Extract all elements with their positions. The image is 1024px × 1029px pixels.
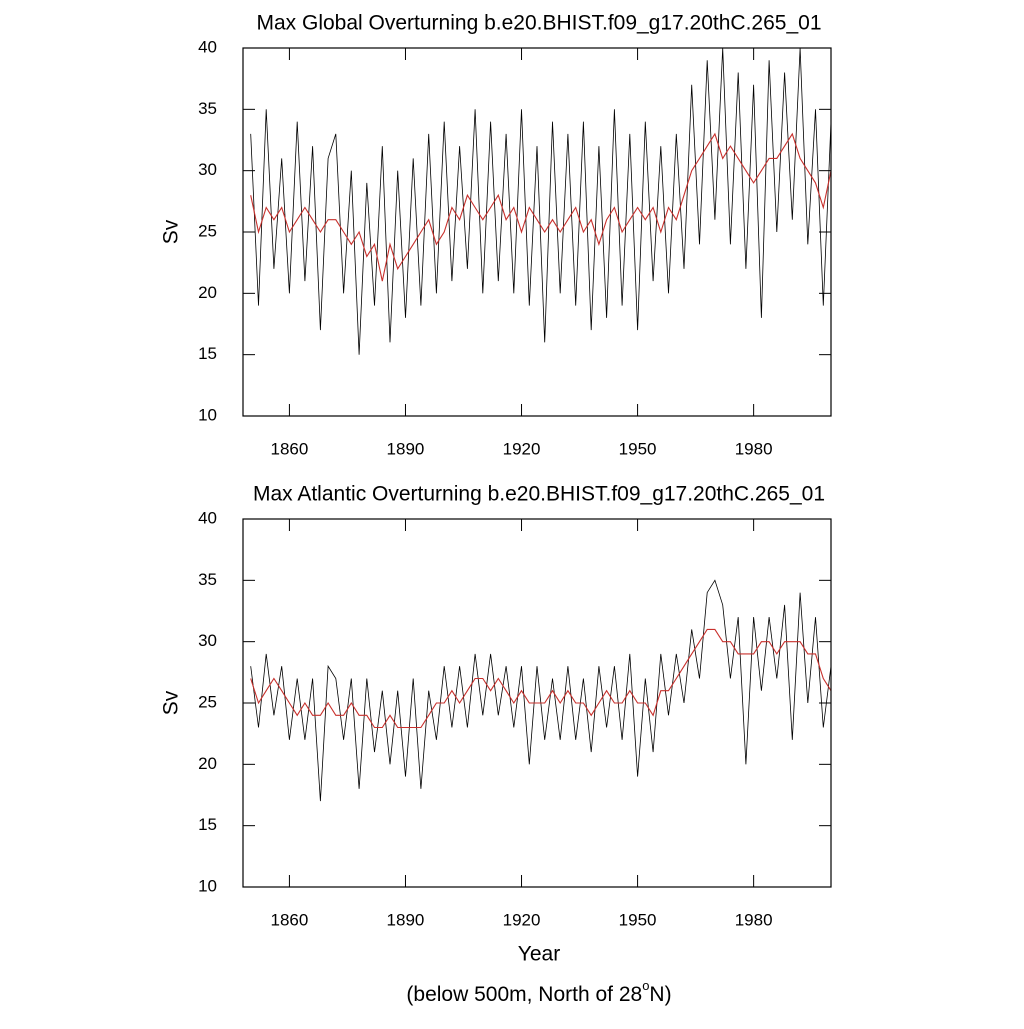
y-tick-label: 20 xyxy=(198,754,217,773)
y-tick-label: 10 xyxy=(198,405,217,424)
chart-title: Max Global Overturning b.e20.BHIST.f09_g… xyxy=(256,12,821,35)
data-line xyxy=(250,132,832,282)
y-tick-label: 25 xyxy=(198,692,217,711)
footnote-text: (below 500m, North of 28 xyxy=(406,983,642,1006)
data-line xyxy=(250,47,832,355)
y-axis-label: Sv xyxy=(160,219,183,244)
footnote-suffix: N) xyxy=(649,983,671,1006)
x-tick-label: 1860 xyxy=(271,439,309,458)
y-axis-label: Sv xyxy=(160,690,183,715)
y-tick-label: 30 xyxy=(198,631,217,650)
footnote: (below 500m, North of 28oN) xyxy=(406,978,671,1005)
y-tick-label: 20 xyxy=(198,283,217,302)
x-tick-label: 1980 xyxy=(735,439,773,458)
x-tick-label: 1950 xyxy=(619,439,657,458)
y-tick-label: 40 xyxy=(198,508,217,527)
y-tick-label: 30 xyxy=(198,160,217,179)
x-tick-label: 1890 xyxy=(387,910,425,929)
x-tick-label: 1920 xyxy=(503,910,541,929)
y-tick-label: 35 xyxy=(198,570,217,589)
x-tick-label: 1980 xyxy=(735,910,773,929)
x-tick-label: 1950 xyxy=(619,910,657,929)
x-tick-label: 1890 xyxy=(387,439,425,458)
y-tick-label: 15 xyxy=(198,815,217,834)
data-line xyxy=(250,628,832,729)
x-tick-label: 1860 xyxy=(271,910,309,929)
y-tick-label: 35 xyxy=(198,99,217,118)
plot-frame xyxy=(242,518,832,888)
footnote-superscript: o xyxy=(642,978,649,993)
chart-title: Max Atlantic Overturning b.e20.BHIST.f09… xyxy=(253,483,825,506)
x-axis-label: Year xyxy=(518,943,560,966)
data-line xyxy=(250,579,832,802)
y-tick-label: 25 xyxy=(198,221,217,240)
x-tick-label: 1920 xyxy=(503,439,541,458)
y-tick-label: 15 xyxy=(198,344,217,363)
y-tick-label: 40 xyxy=(198,37,217,56)
plot-frame xyxy=(242,47,832,417)
y-tick-label: 10 xyxy=(198,876,217,895)
